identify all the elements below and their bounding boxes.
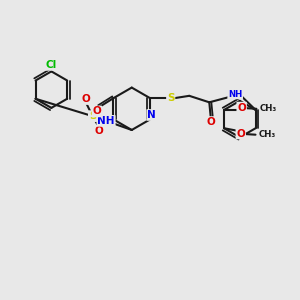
Text: CH₃: CH₃ [258, 130, 276, 139]
Text: S: S [167, 93, 175, 103]
Text: O: O [206, 117, 215, 127]
Text: CH₃: CH₃ [259, 104, 277, 113]
Text: O: O [82, 94, 91, 104]
Text: O: O [237, 103, 246, 112]
Text: O: O [95, 126, 103, 136]
Text: Cl: Cl [46, 60, 57, 70]
Text: N: N [147, 110, 156, 120]
Text: NH: NH [228, 90, 242, 99]
Text: S: S [89, 111, 96, 121]
Text: NH: NH [97, 116, 115, 126]
Text: O: O [92, 106, 101, 116]
Text: O: O [236, 128, 245, 139]
